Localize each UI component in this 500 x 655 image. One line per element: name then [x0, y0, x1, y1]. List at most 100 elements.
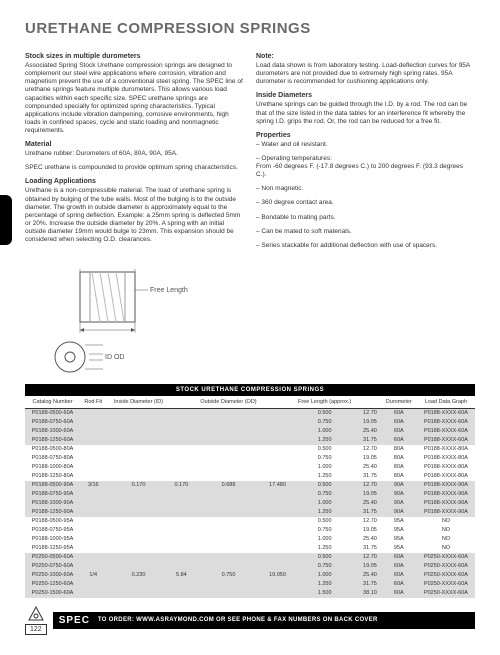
- subhead-loading: Loading Applications: [25, 178, 244, 185]
- cell: 19.050: [265, 571, 290, 580]
- subhead-props: Properties: [256, 132, 475, 139]
- cell: [106, 499, 170, 508]
- table-row: P0188-1250-80A1.25031.7580AP0188-XXXX-80…: [25, 472, 475, 481]
- cell: [265, 562, 290, 571]
- cell: [192, 535, 265, 544]
- svg-text:ID OD: ID OD: [105, 354, 124, 361]
- cell: 1.250: [290, 472, 359, 481]
- cell: [80, 463, 106, 472]
- cell: [192, 454, 265, 463]
- table-row: P0250-1500-60A1.50038.1060AP0250-XXXX-60…: [25, 589, 475, 598]
- cell: [80, 553, 106, 562]
- cell: [192, 580, 265, 589]
- cell: [80, 589, 106, 598]
- cell: P0250-1500-60A: [25, 589, 80, 598]
- cell: 25.40: [359, 571, 380, 580]
- para-material: Urethane rubber: Durometers of 60A, 80A,…: [25, 150, 244, 158]
- cell: [192, 562, 265, 571]
- table-row: P0188-0750-80A0.75019.0580AP0188-XXXX-80…: [25, 454, 475, 463]
- cell: [171, 544, 192, 553]
- subhead-note: Note:: [256, 53, 475, 60]
- property-item: – Bondable to mating parts.: [256, 214, 475, 222]
- cell: P0188-XXXX-90A: [417, 508, 475, 517]
- cell: 1.500: [290, 589, 359, 598]
- cell: P0188-1000-90A: [25, 499, 80, 508]
- cell: 31.75: [359, 436, 380, 445]
- cell: [192, 408, 265, 418]
- cell: [106, 544, 170, 553]
- cell: 1/4: [80, 571, 106, 580]
- cell: [171, 526, 192, 535]
- cell: [80, 472, 106, 481]
- cell: 90A: [381, 508, 417, 517]
- cell: 0.750: [290, 418, 359, 427]
- cell: [80, 535, 106, 544]
- cell: [171, 517, 192, 526]
- cell: 12.70: [359, 408, 380, 418]
- cell: 95A: [381, 535, 417, 544]
- cell: P0188-XXXX-60A: [417, 436, 475, 445]
- cell: 19.05: [359, 490, 380, 499]
- footer-bar: SPEC TO ORDER: WWW.ASRAYMOND.COM OR SEE …: [53, 612, 475, 629]
- cell: 60A: [381, 553, 417, 562]
- side-tab: [0, 195, 12, 245]
- col-header: Outside Diameter (OD): [192, 396, 265, 409]
- cell: [265, 508, 290, 517]
- table-row: P0250-0750-60A0.75019.0560AP0250-XXXX-60…: [25, 562, 475, 571]
- cell: 31.75: [359, 508, 380, 517]
- cell: [192, 472, 265, 481]
- cell: [192, 499, 265, 508]
- para-loading: Urethane is a non-compressible material.…: [25, 187, 244, 244]
- cell: 38.10: [359, 589, 380, 598]
- cell: 0.170: [171, 481, 192, 490]
- cell: [265, 408, 290, 418]
- cell: P0188-0500-80A: [25, 445, 80, 454]
- cell: P0250-XXXX-60A: [417, 580, 475, 589]
- property-item: – Operating temperatures: From -60 degre…: [256, 155, 475, 179]
- cell: 31.75: [359, 544, 380, 553]
- cell: 1.000: [290, 499, 359, 508]
- cell: P0188-XXXX-60A: [417, 408, 475, 418]
- cell: [265, 580, 290, 589]
- cell: [171, 427, 192, 436]
- cell: [171, 445, 192, 454]
- cell: 1.250: [290, 436, 359, 445]
- cell: P0188-XXXX-80A: [417, 472, 475, 481]
- cell: [265, 463, 290, 472]
- cell: 5.84: [171, 571, 192, 580]
- cell: [80, 490, 106, 499]
- cell: P0188-1250-80A: [25, 472, 80, 481]
- cell: [265, 526, 290, 535]
- cell: [171, 589, 192, 598]
- cell: 19.05: [359, 562, 380, 571]
- para-note: Load data shown is from laboratory testi…: [256, 62, 475, 86]
- cell: NO: [417, 517, 475, 526]
- cell: [171, 463, 192, 472]
- para-id: Urethane springs can be guided through t…: [256, 101, 475, 125]
- cell: P0188-XXXX-80A: [417, 454, 475, 463]
- table-row: P0188-0500-90A3/160.1700.1700.68817.4800…: [25, 481, 475, 490]
- cell: [106, 472, 170, 481]
- subhead-stock: Stock sizes in multiple durometers: [25, 53, 244, 60]
- right-column: Note: Load data shown is from laboratory…: [256, 47, 475, 256]
- cell: [80, 508, 106, 517]
- cell: P0188-0500-90A: [25, 481, 80, 490]
- cell: P0188-0750-60A: [25, 418, 80, 427]
- cell: [265, 544, 290, 553]
- cell: 31.75: [359, 472, 380, 481]
- property-item: – Non magnetic.: [256, 185, 475, 193]
- logo-icon: [28, 606, 44, 622]
- cell: [171, 580, 192, 589]
- col-header: Free Length (approx.): [290, 396, 359, 409]
- cell: [80, 418, 106, 427]
- cell: 95A: [381, 544, 417, 553]
- cell: [171, 553, 192, 562]
- cell: P0188-XXXX-80A: [417, 445, 475, 454]
- footer-text: TO ORDER: WWW.ASRAYMOND.COM OR SEE PHONE…: [98, 617, 378, 623]
- table-row: P0250-1000-60A1/40.2305.840.75019.0501.0…: [25, 571, 475, 580]
- cell: 1.000: [290, 463, 359, 472]
- cell: 25.40: [359, 463, 380, 472]
- cell: 80A: [381, 445, 417, 454]
- cell: 0.500: [290, 553, 359, 562]
- cell: 60A: [381, 427, 417, 436]
